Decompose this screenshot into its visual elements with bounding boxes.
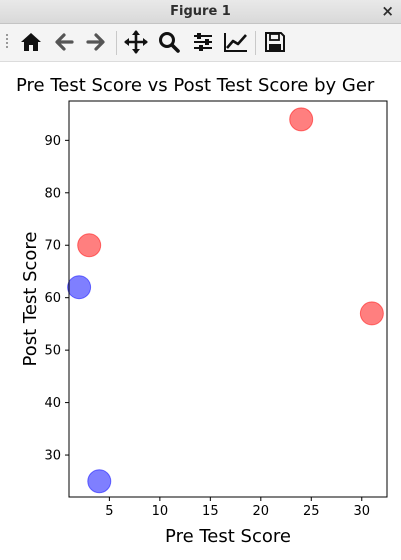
toolbar-separator [116,31,117,55]
axes-frame [68,100,388,498]
y-tick-label: 60 [44,291,61,306]
x-tick-label: 25 [303,504,320,519]
forward-arrow-icon[interactable] [83,29,109,55]
scatter-plot: Pre Test Score vs Post Test Score by Ger… [16,75,388,547]
y-tick-label: 50 [44,344,61,359]
toolbar [0,24,401,62]
x-tick-label: 15 [202,504,219,519]
scatter-point [359,301,384,326]
figure-canvas[interactable]: Pre Test Score vs Post Test Score by Ger… [0,62,401,556]
edit-axes-icon[interactable] [223,29,249,55]
close-icon[interactable]: × [381,2,394,20]
scatter-point [67,275,92,300]
save-icon[interactable] [262,29,288,55]
x-tick-label: 20 [253,504,270,519]
scatter-point [289,107,314,132]
chart-title: Pre Test Score vs Post Test Score by Ger [16,75,375,96]
y-tick-label: 30 [44,449,61,464]
toolbar-separator [255,31,256,55]
y-tick-label: 40 [44,396,61,411]
y-tick-label: 90 [44,134,61,149]
subplots-config-icon[interactable] [190,29,216,55]
toolbar-grip-icon [6,34,10,52]
scatter-point [77,233,102,258]
x-tick-label: 10 [152,504,169,519]
plot-area [69,101,387,497]
y-tick-label: 70 [44,239,61,254]
window-titlebar: Figure 1 × [0,0,401,24]
window-title: Figure 1 [170,4,231,19]
scatter-point [87,469,112,494]
back-arrow-icon[interactable] [51,29,77,55]
y-axis-label: Post Test Score [20,232,41,367]
zoom-icon[interactable] [156,29,182,55]
x-axis-label: Pre Test Score [165,526,291,547]
pan-icon[interactable] [123,29,149,55]
x-tick-label: 30 [353,504,370,519]
home-icon[interactable] [18,29,44,55]
x-tick-label: 5 [105,504,113,519]
y-tick-label: 80 [44,186,61,201]
